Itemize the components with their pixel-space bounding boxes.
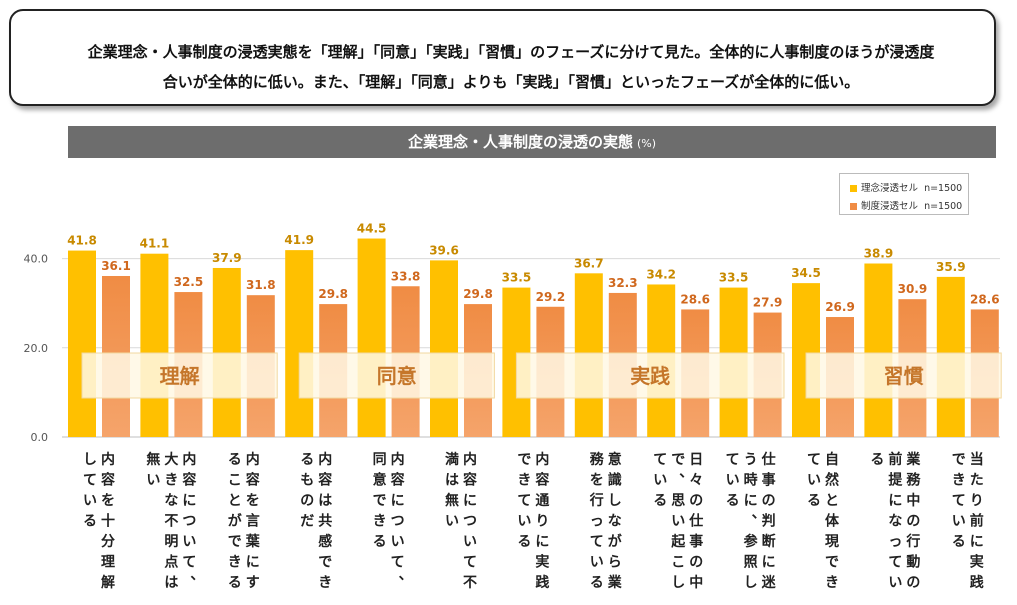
bar-chart: 0.0 20.0 40.0 41.8 36.1 41.1 32.5 37.9 31.8 41.9 2… bbox=[24, 222, 1002, 591]
phase-label: 理解 bbox=[160, 364, 200, 388]
chart-unit: (%) bbox=[636, 137, 657, 150]
data-label: 29.8 bbox=[318, 287, 348, 301]
data-label: 33.5 bbox=[502, 271, 532, 285]
data-label: 32.5 bbox=[174, 275, 204, 289]
bar-rinen bbox=[212, 267, 241, 437]
y-tick-label: 40.0 bbox=[24, 253, 49, 266]
data-label: 39.6 bbox=[429, 243, 459, 257]
legend-n-rinen: n=1500 bbox=[924, 183, 963, 194]
bar-rinen bbox=[68, 250, 96, 437]
data-label: 35.9 bbox=[936, 260, 966, 274]
phase-box bbox=[81, 352, 278, 399]
data-label: 33.5 bbox=[719, 271, 749, 285]
legend-item-seido: 制度浸透セル n=1500 bbox=[850, 198, 962, 212]
data-label: 34.5 bbox=[791, 266, 821, 280]
phase-box bbox=[298, 352, 495, 399]
data-label: 26.9 bbox=[825, 300, 855, 314]
bar-rinen bbox=[285, 250, 314, 437]
data-label: 41.1 bbox=[140, 237, 170, 251]
bar-rinen bbox=[430, 260, 458, 437]
data-label: 37.9 bbox=[212, 251, 242, 265]
x-tick-label: 意識しながら業務を行っている bbox=[589, 451, 623, 591]
bar-rinen bbox=[864, 263, 893, 437]
legend-swatch-seido bbox=[850, 203, 857, 210]
data-label: 29.8 bbox=[463, 287, 493, 301]
x-tick-label: 内容について、同意できる bbox=[373, 451, 413, 583]
x-tick-label: 自然と体現できている bbox=[807, 451, 840, 591]
x-tick-label: 内容を言葉にすることができる bbox=[228, 451, 261, 591]
phase-label: 同意 bbox=[377, 364, 417, 388]
data-label: 36.7 bbox=[574, 256, 604, 270]
y-tick-label: 20.0 bbox=[24, 342, 49, 355]
phase-box bbox=[805, 352, 1002, 399]
data-label: 28.6 bbox=[680, 292, 710, 306]
legend-n-seido: n=1500 bbox=[924, 201, 963, 212]
data-label: 33.8 bbox=[391, 269, 421, 283]
y-tick-label: 0.0 bbox=[31, 431, 49, 444]
legend-label-seido: 制度浸透セル bbox=[861, 201, 919, 212]
bar-rinen bbox=[140, 253, 169, 437]
legend-label-rinen: 理念浸透セル bbox=[861, 183, 919, 194]
x-tick-label: 業務中の行動の前提になっている bbox=[870, 451, 921, 591]
phase-label: 習慣 bbox=[884, 364, 924, 388]
x-tick-label: 日々の仕事の中で、思い起こしている bbox=[653, 452, 703, 591]
data-label: 41.8 bbox=[67, 234, 97, 248]
summary-line-2: 合いが全体的に低い。また、「理解」「同意」よりも「実践」「習慣」といったフェーズ… bbox=[162, 73, 860, 91]
x-tick-label: 仕事の判断に迷う時に、参照している bbox=[726, 451, 777, 591]
phase-label: 実践 bbox=[630, 364, 670, 388]
summary-text: 企業理念・人事制度の浸透実態を「理解」「同意」「実践」「習慣」のフェーズに分けて… bbox=[41, 37, 981, 97]
x-tick-label: 内容は共感できるものだ bbox=[300, 451, 332, 591]
data-label: 32.3 bbox=[608, 276, 638, 290]
legend: 理念浸透セル n=1500 制度浸透セル n=1500 bbox=[839, 173, 969, 215]
data-label: 27.9 bbox=[753, 296, 783, 310]
phase-box bbox=[515, 352, 785, 399]
summary-box: 企業理念・人事制度の浸透実態を「理解」「同意」「実践」「習慣」のフェーズに分けて… bbox=[9, 9, 996, 106]
data-label: 36.1 bbox=[101, 259, 131, 273]
x-tick-label: 内容について、大きな不明点は無い bbox=[146, 451, 204, 591]
legend-item-rinen: 理念浸透セル n=1500 bbox=[850, 180, 962, 194]
data-label: 30.9 bbox=[898, 282, 928, 296]
data-label: 41.9 bbox=[284, 233, 314, 247]
x-tick-label: 内容を十分理解している bbox=[83, 451, 115, 591]
bar-rinen bbox=[357, 238, 386, 437]
data-label: 44.5 bbox=[357, 222, 387, 236]
x-tick-label: 当たり前に実践できている bbox=[952, 451, 984, 591]
chart-title-bar: 企業理念・人事制度の浸透の実態 (%) bbox=[68, 126, 996, 158]
data-label: 29.2 bbox=[536, 290, 566, 304]
data-label: 31.8 bbox=[246, 278, 276, 292]
x-tick-label: 内容について不満は無い bbox=[445, 451, 477, 591]
legend-swatch-rinen bbox=[850, 185, 857, 192]
data-label: 38.9 bbox=[864, 247, 894, 261]
summary-line-1: 企業理念・人事制度の浸透実態を「理解」「同意」「実践」「習慣」のフェーズに分けて… bbox=[87, 43, 935, 61]
chart-title: 企業理念・人事制度の浸透の実態 bbox=[407, 133, 633, 151]
data-label: 28.6 bbox=[970, 292, 1000, 306]
x-tick-label: 内容通りに実践できている bbox=[517, 451, 549, 591]
data-label: 34.2 bbox=[646, 267, 676, 281]
